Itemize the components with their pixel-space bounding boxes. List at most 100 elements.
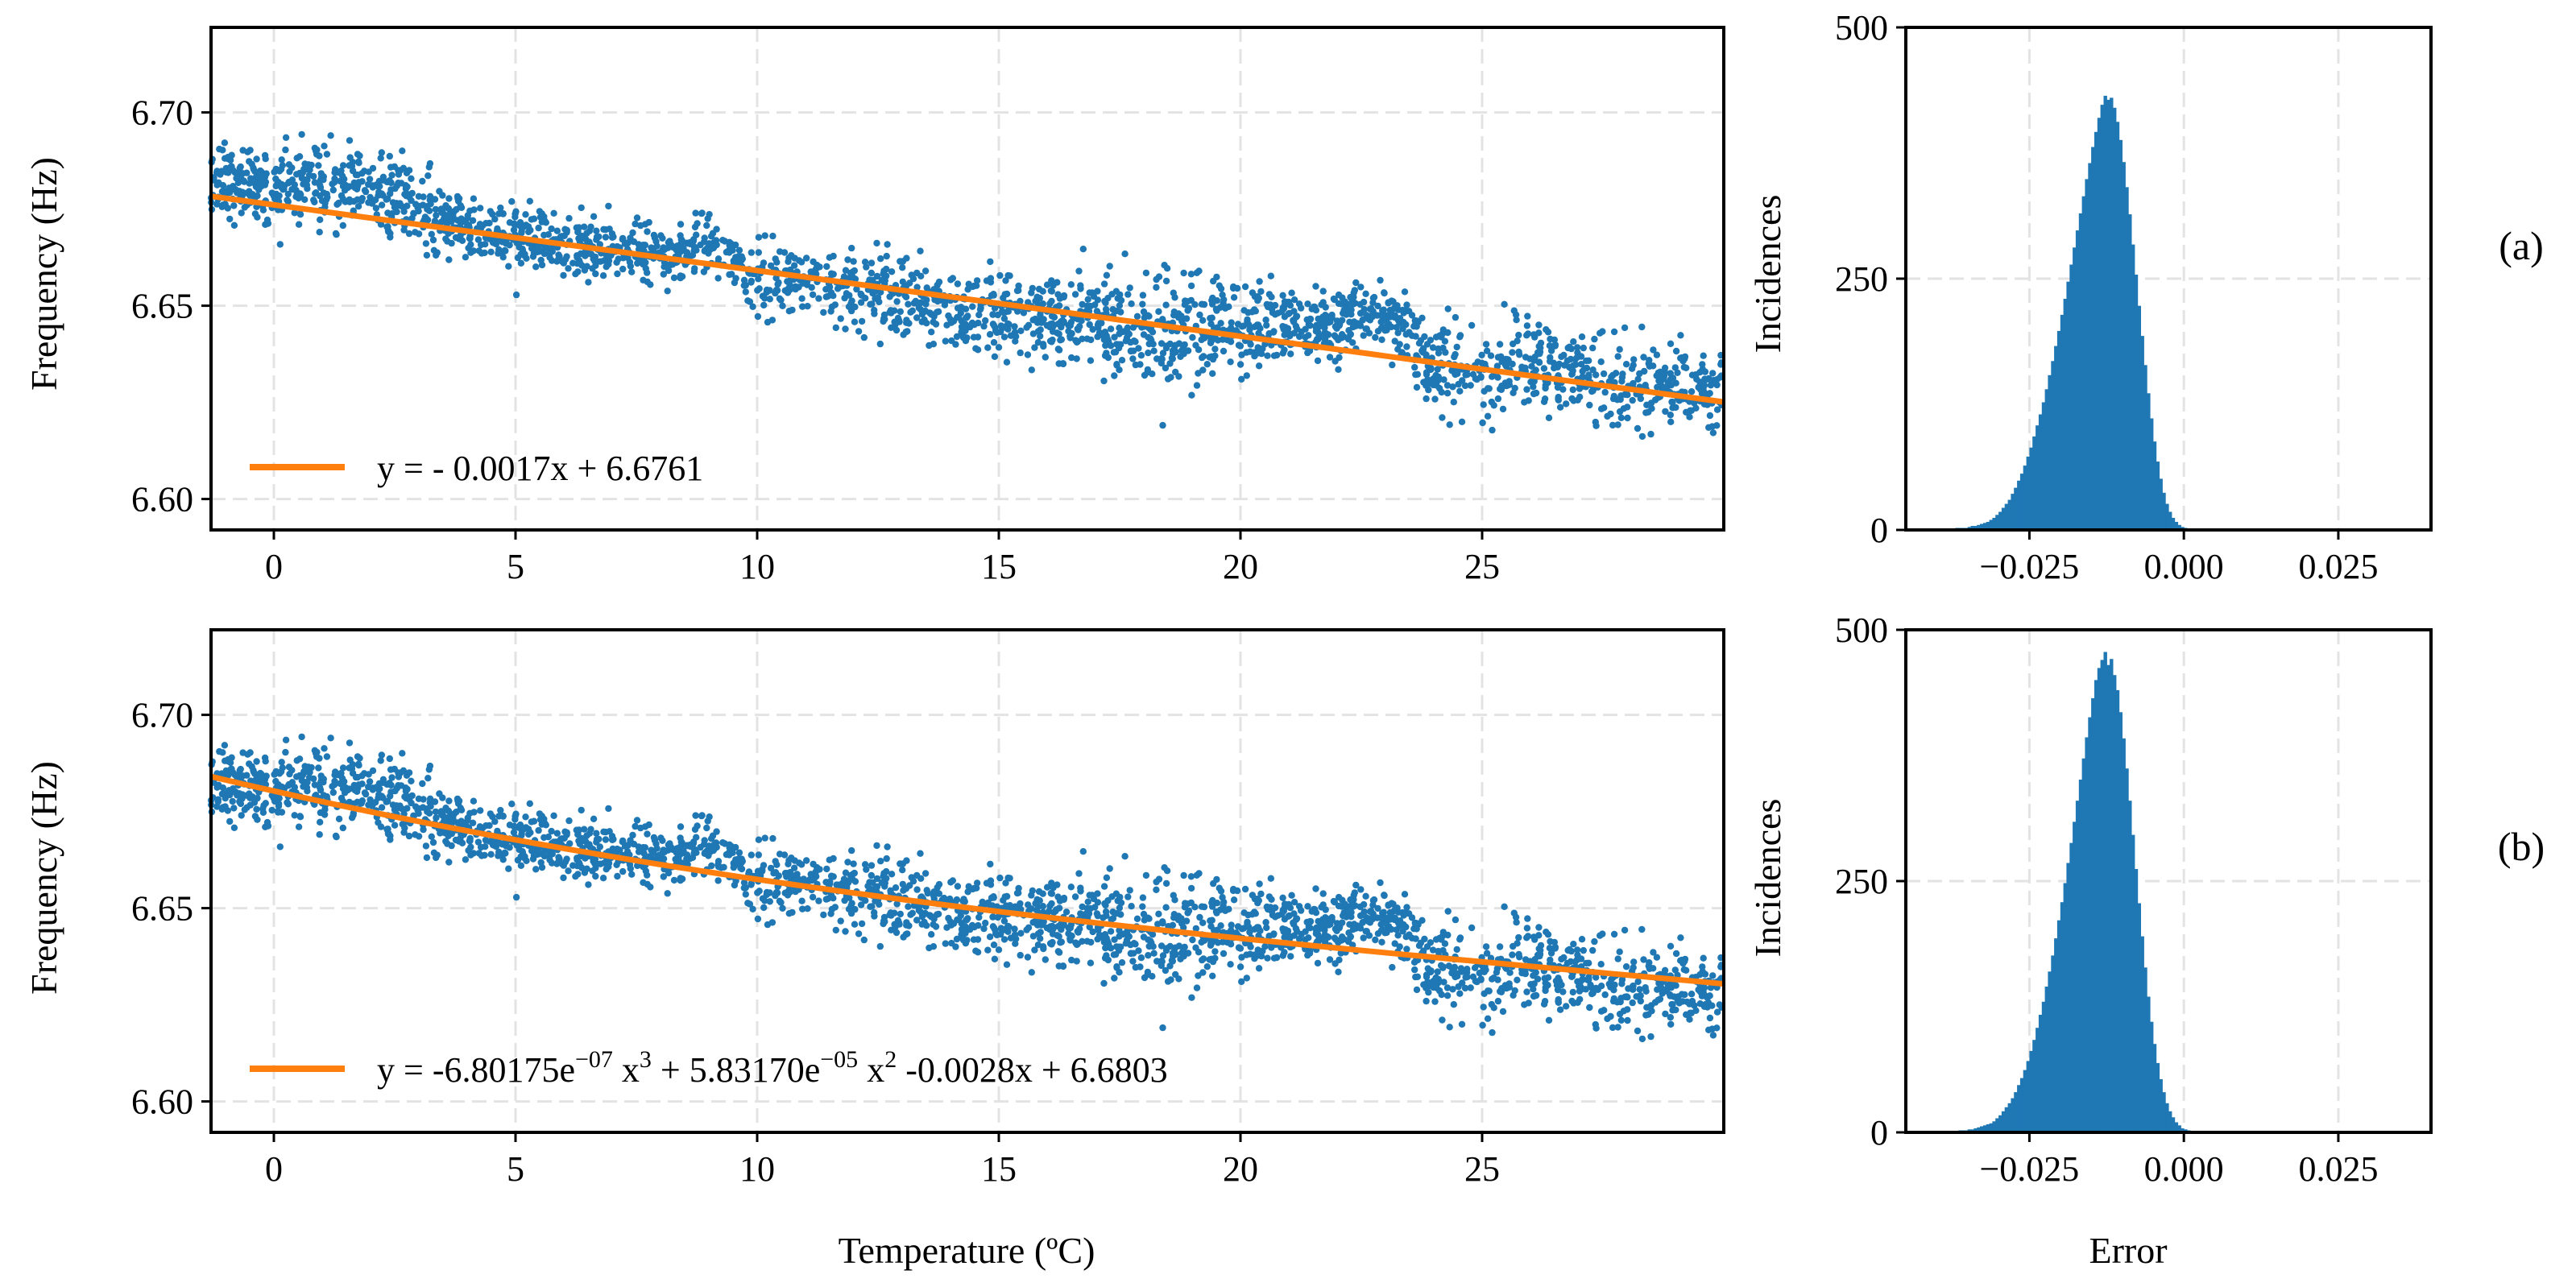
scatter-point [1087, 959, 1095, 966]
scatter-point [1700, 954, 1707, 962]
scatter-point [276, 241, 284, 248]
scatter-point [250, 164, 257, 172]
scatter-point [1209, 370, 1216, 377]
scatter-point [505, 865, 512, 872]
hist-bar [2041, 402, 2046, 530]
scatter-point [1640, 354, 1647, 361]
scatter-point [1540, 398, 1548, 405]
scatter-point [1680, 363, 1688, 371]
scatter-point [613, 259, 620, 266]
scatter-point [510, 220, 518, 228]
scatter-point [1290, 296, 1298, 304]
scatter-point [1002, 277, 1009, 284]
scatter-point [1150, 950, 1158, 957]
scatter-point [1180, 342, 1187, 350]
scatter-point [1331, 358, 1339, 365]
scatter-point [1617, 1016, 1626, 1024]
scatter-point [557, 835, 565, 843]
scatter-point [842, 325, 849, 333]
scatter-point [1691, 399, 1698, 407]
scatter-point [257, 170, 264, 177]
scatter-point [1125, 330, 1133, 337]
scatter-point [1188, 391, 1195, 399]
scatter-point [268, 189, 275, 197]
scatter-point [1514, 976, 1521, 984]
scatter-point [897, 860, 904, 867]
scatter-point [395, 171, 403, 178]
scatter-point [1360, 332, 1367, 339]
scatter-point [1203, 361, 1211, 368]
scatter-point [1630, 958, 1638, 966]
scatter-point [824, 895, 832, 903]
hist-bar [2038, 414, 2043, 530]
scatter-point [1144, 369, 1151, 376]
hist-bar [2056, 330, 2061, 530]
scatter-point [324, 193, 331, 201]
scatter-point [851, 318, 859, 325]
scatter-point [1435, 350, 1443, 357]
scatter-point [1377, 921, 1385, 928]
ticks-a: 0 5 10 15 20 256.606.656.70 [131, 93, 1500, 586]
scatter-point [1028, 366, 1036, 374]
scatter-point [613, 861, 620, 869]
scatter-point [1408, 914, 1416, 921]
hist-bar [2174, 522, 2179, 530]
scatter-point [903, 255, 910, 262]
scatter-point [619, 265, 627, 273]
scatter-point [415, 833, 423, 840]
scatter-point [1662, 1010, 1669, 1018]
scatter-point [1118, 959, 1126, 966]
scatter-point [400, 226, 408, 234]
scatter-point [1656, 372, 1664, 380]
scatter-point [1279, 323, 1286, 330]
scatter-point [799, 905, 806, 912]
scatter-point [1600, 370, 1608, 378]
scatter-point [1192, 925, 1200, 933]
scatter-point [994, 311, 1002, 319]
scatter-point [954, 280, 962, 288]
scatter-point [1059, 360, 1067, 367]
scatter-point [678, 237, 685, 244]
scatter-point [600, 226, 607, 233]
scatter-point [1592, 974, 1600, 981]
scatter-point [1162, 879, 1170, 888]
scatter-point [419, 780, 426, 788]
scatter-point [1450, 399, 1458, 406]
scatter-point [1067, 281, 1075, 288]
scatter-point [350, 207, 357, 214]
scatter-point [602, 234, 610, 241]
scatter-point [1467, 382, 1474, 389]
scatter-point [1490, 1004, 1497, 1012]
scatter-point [526, 197, 533, 205]
scatter-point [1127, 950, 1135, 958]
scatter-point [1452, 313, 1460, 321]
scatter-point [1487, 352, 1495, 359]
scatter-point [378, 201, 386, 209]
scatter-point [779, 904, 786, 912]
scatter-point [827, 872, 835, 879]
scatter-point [1153, 886, 1160, 894]
scatter-point [278, 759, 285, 766]
scatter-point [346, 137, 354, 144]
scatter-point [678, 875, 686, 883]
scatter-point [1573, 946, 1581, 954]
scatter-point [1443, 382, 1452, 389]
scatter-point [1441, 337, 1449, 345]
scatter-point [1477, 373, 1485, 380]
scatter-point [1530, 378, 1538, 385]
scatter-point [763, 288, 770, 296]
scatter-point [1054, 948, 1062, 955]
scatter-point [831, 904, 839, 911]
scatter-point [1100, 883, 1108, 890]
scatter-point [303, 181, 311, 188]
scatter-point [548, 827, 555, 835]
scatter-point [1423, 973, 1431, 981]
scatter-point [1402, 331, 1410, 338]
scatter-point [391, 184, 399, 192]
scatter-point [1313, 321, 1320, 329]
scatter-point [1288, 892, 1295, 899]
hist-bar [2168, 511, 2172, 530]
scatter-point [532, 866, 540, 873]
scatter-point [404, 785, 411, 793]
scatter-point [1263, 924, 1270, 932]
